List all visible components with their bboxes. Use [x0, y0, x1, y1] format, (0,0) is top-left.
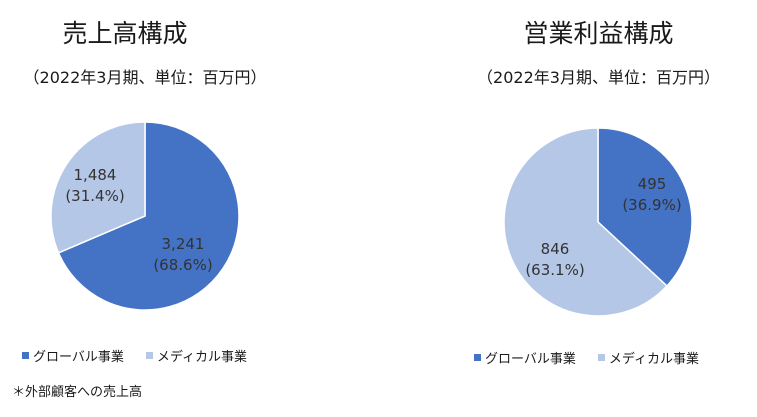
legend-swatch-global: [474, 354, 481, 361]
legend-swatch-medical: [145, 352, 153, 359]
sales-pie-chart: 3,241 (68.6%) 1,484 (31.4%): [50, 121, 240, 311]
sales-composition-panel: 売上高構成 （2022年3月期、単位：百万円） 3,241 (68.6%) 1,48…: [0, 0, 330, 417]
sales-chart-subtitle: （2022年3月期、単位：百万円）: [23, 68, 267, 87]
sales-data-label-medical-value: 1,484: [74, 166, 117, 184]
sales-pie-slice-medical: [50, 121, 146, 254]
legend-label-medical: メディカル事業: [156, 350, 247, 365]
sales-pie-slice-global: [57, 121, 240, 311]
operating-profit-panel: 営業利益構成 （2022年3月期、単位：百万円） 495 (36.9%) 846 (6…: [440, 0, 757, 417]
sales-data-label-global-percent: (68.6%): [153, 256, 212, 274]
profit-data-label-global-percent: (36.9%): [622, 196, 681, 214]
profit-pie-slice-medical: [503, 127, 668, 317]
profit-legend-global: グローバル事業: [474, 348, 576, 367]
profit-pie-slice-global: [597, 127, 693, 288]
profit-legend: グローバル事業 メディカル事業: [474, 348, 699, 367]
legend-swatch-medical: [597, 354, 605, 361]
legend-label-global: グローバル事業: [485, 352, 576, 367]
sales-data-label-medical-percent: (31.4%): [65, 187, 124, 205]
profit-legend-medical: メディカル事業: [597, 348, 699, 367]
footnote: ＊外部顧客への売上高: [12, 385, 143, 400]
sales-legend-medical: メディカル事業: [145, 346, 247, 365]
profit-data-label-medical-value: 846: [541, 240, 570, 258]
legend-label-global: グローバル事業: [33, 350, 124, 365]
sales-legend: グローバル事業 メディカル事業: [22, 346, 247, 365]
sales-data-label-global-value: 3,241: [162, 235, 205, 253]
legend-swatch-global: [22, 352, 29, 359]
sales-legend-global: グローバル事業: [22, 346, 124, 365]
profit-chart-title: 営業利益構成: [523, 19, 674, 48]
profit-pie-chart: 495 (36.9%) 846 (63.1%): [503, 127, 693, 317]
profit-data-label-global-value: 495: [638, 175, 667, 193]
profit-data-label-medical-percent: (63.1%): [525, 261, 584, 279]
profit-chart-subtitle: （2022年3月期、単位：百万円）: [477, 68, 720, 87]
legend-label-medical: メディカル事業: [608, 352, 699, 367]
sales-chart-title: 売上高構成: [62, 19, 188, 48]
